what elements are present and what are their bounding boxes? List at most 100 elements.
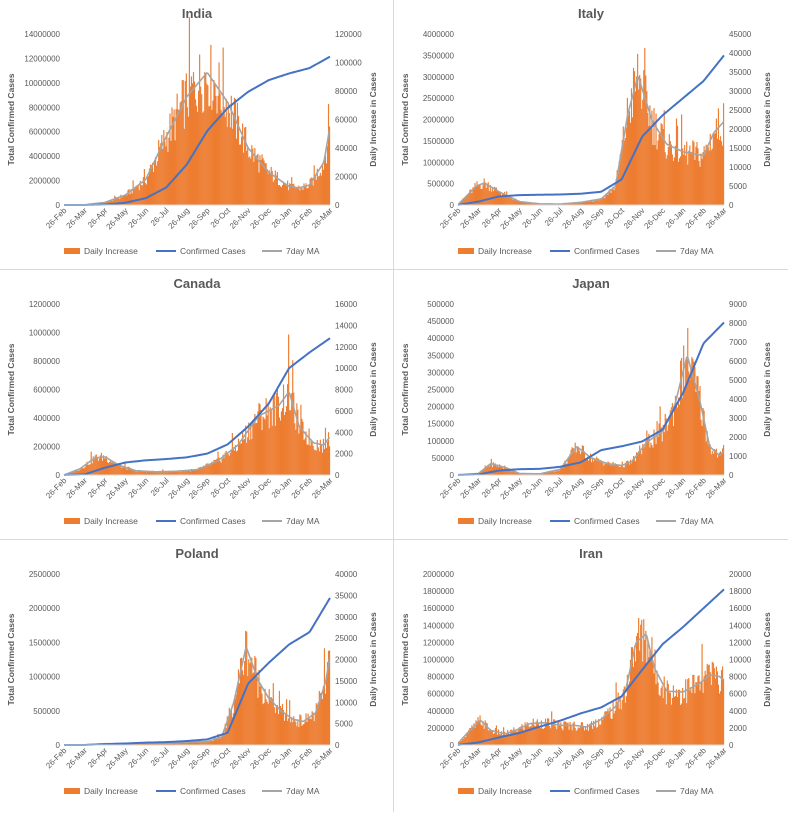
daily-increase-bar: [204, 466, 205, 475]
daily-increase-bar: [695, 682, 696, 745]
y-left-tick-label: 200000: [427, 724, 454, 733]
daily-increase-bar: [171, 107, 172, 205]
x-tick-label: 26-May: [499, 746, 524, 771]
legend-swatch-daily: [458, 248, 474, 254]
daily-increase-bar: [682, 398, 683, 475]
daily-increase-bar: [607, 195, 608, 205]
daily-increase-bar: [274, 180, 275, 205]
daily-increase-bar: [654, 649, 655, 745]
x-tick-label: 26-Nov: [228, 206, 253, 231]
x-tick-label: 26-Jun: [521, 746, 545, 770]
x-tick-label: 26-Dec: [642, 206, 667, 231]
daily-increase-bar: [267, 415, 268, 475]
daily-increase-bar: [709, 665, 710, 745]
daily-increase-bar: [542, 729, 543, 745]
daily-increase-bar: [235, 445, 236, 475]
daily-increase-bar: [178, 110, 179, 205]
daily-increase-bar: [142, 185, 143, 205]
daily-increase-bar: [320, 173, 321, 205]
daily-increase-bar: [160, 143, 161, 205]
daily-increase-bar: [610, 719, 611, 745]
daily-increase-bar: [673, 685, 674, 745]
daily-increase-bar: [577, 730, 578, 745]
x-tick-label: 26-May: [105, 206, 130, 231]
x-tick-label: 26-Mar: [459, 476, 484, 501]
y-right-axis-title: Daily Increase in Cases: [762, 342, 772, 437]
daily-increase-bar: [646, 431, 647, 475]
daily-increase-bar: [678, 398, 679, 475]
daily-increase-bar: [221, 463, 222, 475]
daily-increase-bar: [703, 693, 704, 745]
daily-increase-bar: [637, 633, 638, 745]
daily-increase-bar: [226, 99, 227, 205]
daily-increase-bar: [603, 716, 604, 746]
daily-increase-bar: [647, 439, 648, 475]
legend-label-ma: 7day MA: [680, 246, 714, 256]
daily-increase-bar: [314, 721, 315, 745]
daily-increase-bar: [629, 465, 630, 476]
daily-increase-bar: [183, 80, 184, 205]
daily-increase-bar: [234, 451, 235, 475]
daily-increase-bar: [628, 684, 629, 745]
daily-increase-bar: [556, 729, 557, 745]
y-right-axis-title: Daily Increase in Cases: [368, 72, 378, 167]
legend-label-daily: Daily Increase: [478, 786, 532, 796]
daily-increase-bar: [281, 708, 282, 745]
daily-increase-bar: [649, 447, 650, 475]
y-left-tick-label: 600000: [33, 386, 60, 395]
daily-increase-bar: [315, 713, 316, 745]
daily-increase-bar: [653, 673, 654, 745]
daily-increase-bar: [285, 713, 286, 745]
daily-increase-bar: [715, 450, 716, 475]
daily-increase-bar: [694, 693, 695, 745]
y-right-tick-label: 15000: [335, 677, 358, 686]
daily-increase-bar: [207, 85, 208, 205]
daily-increase-bar: [108, 463, 109, 475]
daily-increase-bar: [302, 190, 303, 205]
daily-increase-bar: [202, 468, 203, 475]
daily-increase-bar: [282, 408, 283, 475]
y-left-tick-label: 10000000: [24, 79, 60, 88]
daily-increase-bar: [186, 471, 187, 475]
legend-label-daily: Daily Increase: [84, 516, 138, 526]
daily-increase-bar: [239, 683, 240, 745]
daily-increase-bar: [294, 720, 295, 745]
legend-label-confirmed: Confirmed Cases: [574, 246, 640, 256]
daily-increase-bar: [287, 384, 288, 475]
x-tick-label: 26-Mar: [704, 746, 729, 771]
y-right-tick-label: 30000: [729, 87, 752, 96]
daily-increase-bar: [664, 432, 665, 475]
daily-increase-bar: [148, 176, 149, 205]
y-right-tick-label: 10000: [335, 698, 358, 707]
daily-increase-bar: [252, 421, 253, 475]
daily-increase-bar: [300, 405, 301, 475]
x-tick-label: 26-May: [499, 206, 524, 231]
x-tick-label: 26-Dec: [248, 746, 273, 771]
daily-increase-bar: [697, 148, 698, 205]
daily-increase-bar: [624, 686, 625, 745]
daily-increase-bar: [533, 719, 534, 745]
daily-increase-bar: [660, 696, 661, 745]
daily-increase-bar: [721, 141, 722, 205]
daily-increase-bar: [268, 402, 269, 475]
daily-increase-bar: [590, 201, 591, 205]
daily-increase-bar: [708, 147, 709, 205]
daily-increase-bar: [692, 140, 693, 205]
daily-increase-bar: [199, 55, 200, 205]
daily-increase-bar: [721, 454, 722, 475]
daily-increase-bar: [495, 728, 496, 745]
daily-increase-bar: [500, 193, 501, 205]
daily-increase-bar: [667, 155, 668, 205]
legend-label-ma: 7day MA: [680, 786, 714, 796]
daily-increase-bar: [649, 105, 650, 205]
daily-increase-bar: [692, 675, 693, 745]
daily-increase-bar: [224, 458, 225, 475]
daily-increase-bar: [215, 96, 216, 205]
daily-increase-bar: [690, 152, 691, 205]
y-left-tick-label: 600000: [427, 690, 454, 699]
